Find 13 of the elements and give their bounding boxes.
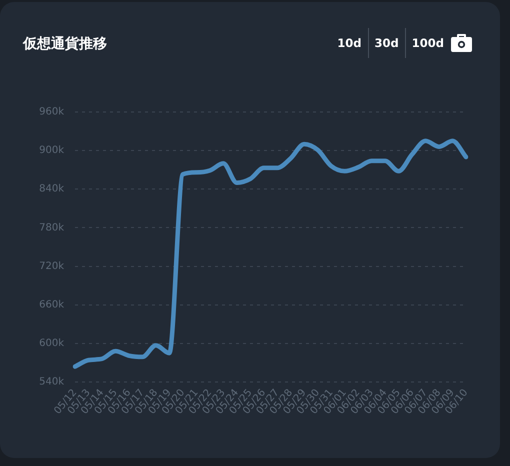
y-tick-label: 840k — [39, 184, 64, 195]
y-tick-label: 600k — [39, 338, 64, 350]
range-label: 30d — [374, 36, 400, 50]
y-tick-label: 660k — [39, 299, 64, 310]
y-tick-label: 960k — [39, 106, 64, 118]
chart-title: 仮想通貨推移 — [23, 35, 107, 54]
y-tick-label: 780k — [39, 222, 64, 234]
line-series — [72, 138, 468, 369]
range-label: 100d — [410, 36, 445, 50]
range-label: 10d — [336, 36, 362, 50]
y-tick-label: 900k — [39, 145, 64, 156]
y-tick-label: 720k — [39, 260, 64, 272]
y-tick-label: 540k — [39, 376, 64, 388]
